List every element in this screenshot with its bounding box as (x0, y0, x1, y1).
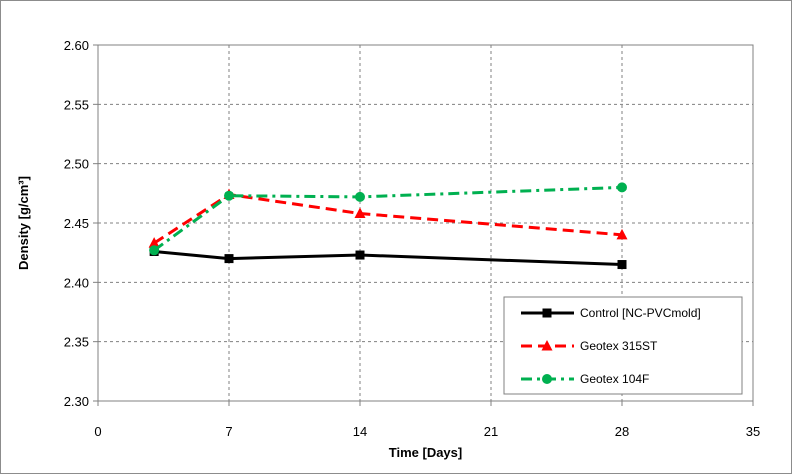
y-tick-label: 2.60 (64, 38, 89, 53)
data-point (617, 182, 627, 193)
data-point (355, 191, 365, 202)
x-tick-label: 0 (94, 424, 101, 439)
y-tick-label: 2.40 (64, 275, 89, 290)
y-axis-title: Density [g/cm³] (16, 176, 31, 270)
legend-items: Control [NC-PVCmold] Geotex 315ST Geotex 1… (521, 306, 701, 386)
y-tick-label: 2.45 (64, 216, 89, 231)
data-point (354, 207, 366, 219)
y-tick-label: 2.35 (64, 335, 89, 350)
legend-marker (541, 340, 553, 351)
data-point (149, 245, 160, 256)
data-point (355, 250, 365, 260)
legend-label: Geotex 315ST (580, 339, 658, 353)
series-1 (149, 246, 627, 270)
x-tick-label: 28 (615, 424, 629, 439)
legend-marker (542, 374, 552, 384)
series-3 (149, 182, 627, 256)
series-2 (148, 188, 628, 248)
y-tick-label: 2.55 (64, 97, 89, 112)
y-tick-label: 2.50 (64, 157, 89, 172)
legend-item: Control [NC-PVCmold] (521, 306, 701, 320)
x-tick-label: 35 (746, 424, 760, 439)
series-line (153, 193, 623, 245)
x-tick-label: 21 (484, 424, 498, 439)
legend-item: Geotex 104F (521, 372, 649, 386)
data-point (616, 228, 628, 240)
y-axis-ticks: 2.30 2.35 2.40 2.45 2.50 2.55 2.60 (64, 38, 98, 409)
x-tick-label: 14 (353, 424, 367, 439)
series-line (154, 249, 623, 267)
data-point (224, 190, 234, 201)
data-point (224, 254, 234, 264)
data-point (617, 260, 627, 270)
y-tick-label: 2.30 (64, 394, 89, 409)
legend-marker (542, 308, 552, 318)
legend: Control [NC-PVCmold] Geotex 315ST Geotex 1… (503, 296, 743, 395)
x-axis-ticks: 0 7 14 21 28 35 (94, 401, 760, 439)
data-point (148, 237, 160, 248)
legend-item: Geotex 315ST (521, 339, 658, 353)
x-axis-title: Time [Days] (389, 445, 462, 460)
legend-label: Geotex 104F (580, 372, 649, 386)
legend-label: Control [NC-PVCmold] (580, 306, 701, 320)
series-line (153, 185, 623, 252)
series-group (148, 182, 628, 270)
x-tick-label: 7 (225, 424, 232, 439)
